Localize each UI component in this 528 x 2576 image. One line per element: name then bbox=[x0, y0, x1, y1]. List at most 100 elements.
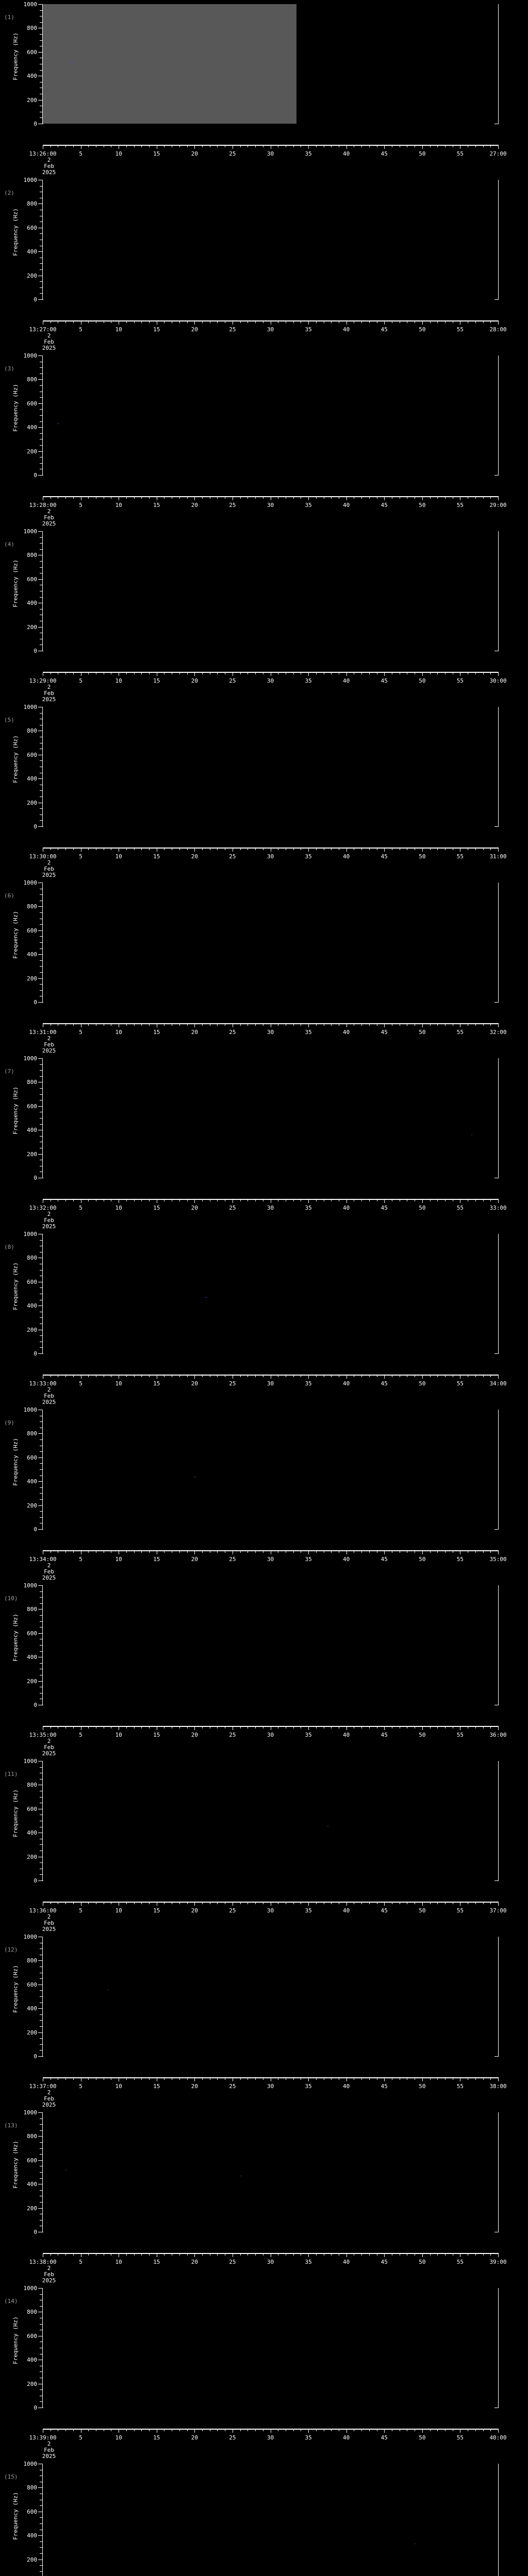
y-tick-label-group: 1000 800 600 400 200 0 bbox=[0, 353, 38, 479]
x-minor-tick bbox=[475, 2429, 476, 2431]
y-minor-tick bbox=[40, 1469, 43, 1470]
x-tick-label: 50 bbox=[419, 150, 426, 157]
y-minor-tick bbox=[40, 233, 43, 234]
panel-index-label: (13) bbox=[4, 2122, 18, 2129]
x-minor-tick bbox=[65, 145, 67, 147]
x-minor-tick bbox=[475, 1023, 476, 1026]
x-tick-label: 35 bbox=[305, 502, 312, 509]
x-major-tick bbox=[498, 1726, 499, 1730]
x-minor-tick bbox=[187, 2429, 188, 2431]
x-minor-tick bbox=[202, 672, 203, 674]
x-minor-tick bbox=[255, 2429, 256, 2431]
x-minor-tick bbox=[444, 1023, 446, 1026]
x-minor-tick bbox=[149, 672, 150, 674]
y-major-tick bbox=[38, 2136, 43, 2137]
x-minor-tick bbox=[483, 848, 484, 850]
x-tick-label: 55 bbox=[456, 150, 464, 157]
x-major-tick bbox=[422, 2077, 423, 2081]
y-minor-tick bbox=[40, 790, 43, 791]
y-minor-tick bbox=[40, 2401, 43, 2402]
x-major-tick bbox=[422, 1550, 423, 1554]
x-end-time-label: 36:00 bbox=[489, 1732, 507, 1738]
x-minor-tick bbox=[369, 496, 370, 499]
x-tick-label: 30 bbox=[267, 1907, 274, 1914]
datestamp-line: 2 bbox=[47, 2265, 51, 2272]
y-minor-tick bbox=[40, 2154, 43, 2155]
x-axis-datestamp: 2 Feb 2025 bbox=[28, 1738, 70, 1757]
datestamp-line: 2025 bbox=[42, 2453, 56, 2460]
x-minor-tick bbox=[437, 672, 438, 674]
x-minor-tick bbox=[293, 848, 294, 850]
x-minor-tick bbox=[316, 2077, 317, 2080]
x-axis: 13:27:00 5 10 15 20 25 30 35 40 45 50 55 28:00 bbox=[29, 320, 507, 333]
x-major-tick bbox=[498, 672, 499, 676]
x-minor-tick bbox=[126, 1550, 127, 1553]
y-tick-label: 0 bbox=[34, 472, 37, 479]
x-minor-tick bbox=[316, 496, 317, 499]
y-minor-tick bbox=[40, 1499, 43, 1500]
x-major-tick bbox=[308, 1550, 309, 1554]
x-axis: 13:34:00 5 10 15 20 25 30 35 40 45 50 55 35:00 bbox=[29, 1550, 507, 1563]
x-minor-tick bbox=[361, 1199, 362, 1201]
x-tick-label: 45 bbox=[381, 2434, 388, 2441]
x-major-tick bbox=[422, 2253, 423, 2257]
datestamp-line: 2025 bbox=[42, 1750, 56, 1757]
x-tick-label: 10 bbox=[115, 502, 122, 509]
x-minor-tick bbox=[73, 1375, 74, 1377]
x-minor-tick bbox=[490, 2077, 491, 2080]
x-tick-label: 50 bbox=[419, 853, 426, 860]
y-tick-label: 800 bbox=[27, 1606, 37, 1613]
x-minor-tick bbox=[217, 1550, 218, 1553]
x-tick-label: 55 bbox=[456, 326, 464, 333]
y-minor-tick bbox=[40, 597, 43, 598]
y-major-tick bbox=[38, 1880, 43, 1881]
y-tick-label: 400 bbox=[27, 248, 37, 256]
y-minor-tick bbox=[40, 2389, 43, 2391]
x-tick-label: 50 bbox=[419, 1907, 426, 1914]
x-minor-tick bbox=[255, 2077, 256, 2080]
x-minor-tick bbox=[73, 2253, 74, 2256]
x-tick-label: 40 bbox=[343, 2083, 350, 2090]
x-minor-tick bbox=[490, 1375, 491, 1377]
y-tick-label: 200 bbox=[27, 272, 37, 279]
x-minor-tick bbox=[134, 320, 135, 323]
y-tick-label: 200 bbox=[27, 1150, 37, 1158]
datestamp-line: 2 bbox=[47, 332, 51, 339]
y-minor-tick bbox=[40, 287, 43, 288]
x-minor-tick bbox=[361, 1375, 362, 1377]
x-minor-tick bbox=[430, 848, 431, 850]
datestamp-line: 2025 bbox=[42, 872, 56, 878]
x-minor-tick bbox=[293, 1375, 294, 1377]
x-minor-tick bbox=[316, 145, 317, 147]
x-tick-label: 30 bbox=[267, 502, 274, 509]
datestamp-line: Feb bbox=[44, 1041, 54, 1048]
y-tick-label: 1000 bbox=[23, 704, 38, 710]
x-minor-tick bbox=[240, 1023, 241, 1026]
spectrogram-plot-area bbox=[43, 1585, 498, 1705]
x-major-tick bbox=[346, 2429, 347, 2433]
x-minor-tick bbox=[361, 1902, 362, 1904]
x-tick-label: 20 bbox=[191, 1907, 198, 1914]
y-minor-tick bbox=[40, 1335, 43, 1336]
x-minor-tick bbox=[490, 1550, 491, 1553]
x-minor-tick bbox=[141, 1375, 142, 1377]
x-tick-label: 55 bbox=[456, 677, 464, 684]
right-axis-spine bbox=[498, 531, 499, 651]
x-major-tick bbox=[308, 672, 309, 676]
x-axis-datestamp: 2 Feb 2025 bbox=[28, 860, 70, 878]
x-tick-label: 5 bbox=[79, 2434, 82, 2441]
y-tick-label: 0 bbox=[34, 1526, 37, 1533]
x-minor-tick bbox=[217, 1375, 218, 1377]
x-minor-tick bbox=[255, 2253, 256, 2256]
right-major-tick bbox=[494, 475, 498, 476]
x-major-tick bbox=[346, 1902, 347, 1906]
right-axis-spine bbox=[498, 883, 499, 1003]
x-tick-label: 30 bbox=[267, 1732, 274, 1738]
x-tick-label: 25 bbox=[229, 502, 236, 509]
x-tick-label: 10 bbox=[115, 1205, 122, 1211]
x-minor-tick bbox=[88, 1023, 89, 1026]
x-major-tick bbox=[194, 1375, 195, 1379]
panel-index-label: (5) bbox=[4, 717, 14, 723]
x-major-tick bbox=[194, 1550, 195, 1554]
y-tick-label: 1000 bbox=[23, 2461, 38, 2467]
